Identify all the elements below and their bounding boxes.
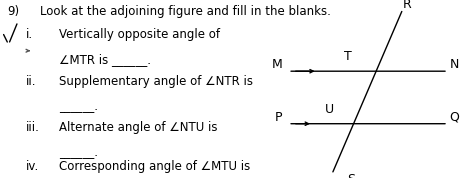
Text: Vertically opposite angle of: Vertically opposite angle of xyxy=(59,28,220,41)
Text: i.: i. xyxy=(26,28,33,41)
Text: P: P xyxy=(274,111,282,124)
Text: ii.: ii. xyxy=(26,75,36,88)
Text: Supplementary angle of ∠NTR is: Supplementary angle of ∠NTR is xyxy=(59,75,253,88)
Text: Q: Q xyxy=(449,111,459,124)
Text: Corresponding angle of ∠MTU is: Corresponding angle of ∠MTU is xyxy=(59,160,250,173)
Text: ∠MTR is ______.: ∠MTR is ______. xyxy=(59,53,151,66)
Text: iv.: iv. xyxy=(26,160,39,173)
Text: R: R xyxy=(403,0,411,11)
Text: Look at the adjoining figure and fill in the blanks.: Look at the adjoining figure and fill in… xyxy=(40,5,331,18)
Text: N: N xyxy=(449,58,459,72)
Text: iii.: iii. xyxy=(26,121,40,134)
Text: 9): 9) xyxy=(7,5,19,18)
Text: Alternate angle of ∠NTU is: Alternate angle of ∠NTU is xyxy=(59,121,218,134)
Text: ______.: ______. xyxy=(59,100,98,113)
Text: S: S xyxy=(347,173,356,178)
Text: M: M xyxy=(271,58,282,72)
Text: U: U xyxy=(325,103,334,116)
Text: T: T xyxy=(344,50,351,63)
Text: ______.: ______. xyxy=(59,146,98,159)
